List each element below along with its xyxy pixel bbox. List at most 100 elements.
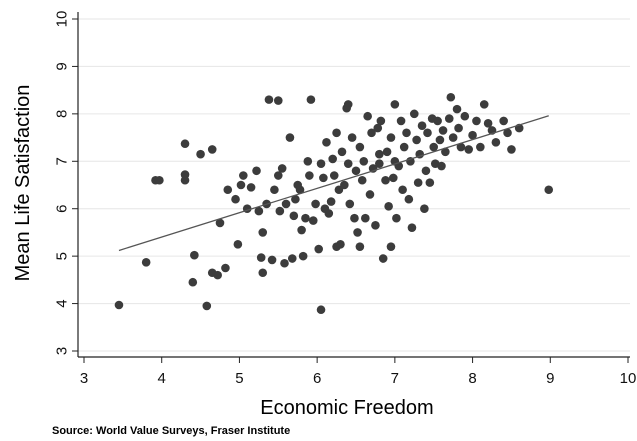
x-tick-label-10: 10 xyxy=(620,370,637,387)
data-point-59 xyxy=(326,197,336,206)
data-point-103 xyxy=(399,142,409,152)
data-point-63 xyxy=(332,128,341,138)
data-point-47 xyxy=(303,156,313,166)
data-point-104 xyxy=(402,128,411,138)
data-point-82 xyxy=(365,190,375,199)
data-point-80 xyxy=(361,213,370,223)
y-tick-label-6: 6 xyxy=(54,205,71,213)
source-note: Source: World Value Surveys, Fraser Inst… xyxy=(52,425,291,437)
data-point-89 xyxy=(376,116,386,126)
data-point-83 xyxy=(367,128,376,138)
y-tick-label-10: 10 xyxy=(54,11,71,28)
data-point-74 xyxy=(351,166,361,176)
data-point-41 xyxy=(291,194,300,204)
data-point-11 xyxy=(207,145,217,154)
data-point-69 xyxy=(343,100,353,109)
y-tick-label-4: 4 xyxy=(54,299,71,307)
data-point-121 xyxy=(435,135,445,145)
x-axis-title: Economic Freedom xyxy=(260,397,433,419)
data-point-34 xyxy=(275,206,285,216)
data-point-126 xyxy=(446,92,456,102)
data-point-20 xyxy=(239,171,248,180)
data-point-48 xyxy=(305,171,314,180)
data-point-131 xyxy=(460,111,470,121)
data-point-78 xyxy=(357,175,367,185)
x-tick-label-9: 9 xyxy=(546,370,554,387)
data-point-17 xyxy=(231,194,240,204)
data-point-140 xyxy=(499,116,508,126)
data-point-16 xyxy=(223,185,233,195)
data-point-60 xyxy=(328,154,337,164)
data-point-141 xyxy=(503,128,512,138)
trend-line xyxy=(118,115,549,252)
data-point-36 xyxy=(280,258,289,268)
data-point-52 xyxy=(314,244,323,254)
data-point-86 xyxy=(373,123,383,133)
x-tick-label-7: 7 xyxy=(391,370,399,387)
data-point-6 xyxy=(180,175,190,185)
data-point-99 xyxy=(392,213,401,223)
data-point-61 xyxy=(329,171,339,180)
data-point-97 xyxy=(390,100,400,109)
data-point-88 xyxy=(375,159,384,168)
data-point-30 xyxy=(267,255,277,265)
data-point-10 xyxy=(202,301,212,311)
data-point-7 xyxy=(188,277,198,287)
data-point-136 xyxy=(479,100,489,109)
data-point-8 xyxy=(190,250,199,260)
data-point-43 xyxy=(295,185,305,195)
x-tick-label-3: 3 xyxy=(80,370,88,387)
data-point-87 xyxy=(375,149,384,159)
data-point-132 xyxy=(464,145,473,154)
data-point-25 xyxy=(256,253,266,262)
data-point-90 xyxy=(378,254,388,263)
data-point-135 xyxy=(476,142,485,152)
data-point-134 xyxy=(472,116,481,126)
data-point-58 xyxy=(324,209,334,218)
data-point-29 xyxy=(264,95,274,104)
data-point-37 xyxy=(281,199,291,209)
data-point-27 xyxy=(258,228,268,237)
data-point-139 xyxy=(491,138,501,147)
x-tick-label-5: 5 xyxy=(235,370,243,387)
data-point-110 xyxy=(413,178,423,187)
data-points xyxy=(114,92,554,315)
y-tick-label-8: 8 xyxy=(54,110,71,118)
data-point-49 xyxy=(306,95,316,104)
data-point-4 xyxy=(180,139,190,149)
grid-lines xyxy=(78,18,630,352)
data-point-39 xyxy=(287,254,297,263)
data-point-14 xyxy=(215,218,225,228)
data-point-127 xyxy=(448,133,458,142)
data-point-115 xyxy=(423,128,432,138)
data-point-122 xyxy=(437,161,446,171)
y-axis-title: Mean Life Satisfaction xyxy=(12,85,34,282)
data-point-85 xyxy=(371,221,380,230)
x-axis-ticks: 3 4 5 6 7 8 9 10 xyxy=(80,357,637,387)
data-point-57 xyxy=(322,138,331,147)
data-point-18 xyxy=(233,239,243,249)
data-point-116 xyxy=(425,178,435,187)
data-point-133 xyxy=(468,130,477,140)
data-point-0 xyxy=(114,300,124,310)
data-point-81 xyxy=(363,111,372,121)
data-point-144 xyxy=(544,185,554,195)
data-point-23 xyxy=(252,166,261,176)
data-point-33 xyxy=(273,171,283,180)
x-tick-label-6: 6 xyxy=(313,370,321,387)
data-point-105 xyxy=(404,194,414,204)
x-tick-label-4: 4 xyxy=(158,370,166,387)
data-point-107 xyxy=(407,223,417,232)
data-point-19 xyxy=(236,180,246,190)
data-point-123 xyxy=(438,126,448,135)
data-point-44 xyxy=(297,225,306,235)
data-point-93 xyxy=(384,202,393,211)
data-point-91 xyxy=(381,175,390,185)
data-point-108 xyxy=(409,109,419,119)
data-point-15 xyxy=(221,263,230,273)
data-point-129 xyxy=(454,123,463,133)
y-tick-label-9: 9 xyxy=(54,62,71,70)
data-point-120 xyxy=(433,116,442,126)
data-point-101 xyxy=(396,116,406,126)
